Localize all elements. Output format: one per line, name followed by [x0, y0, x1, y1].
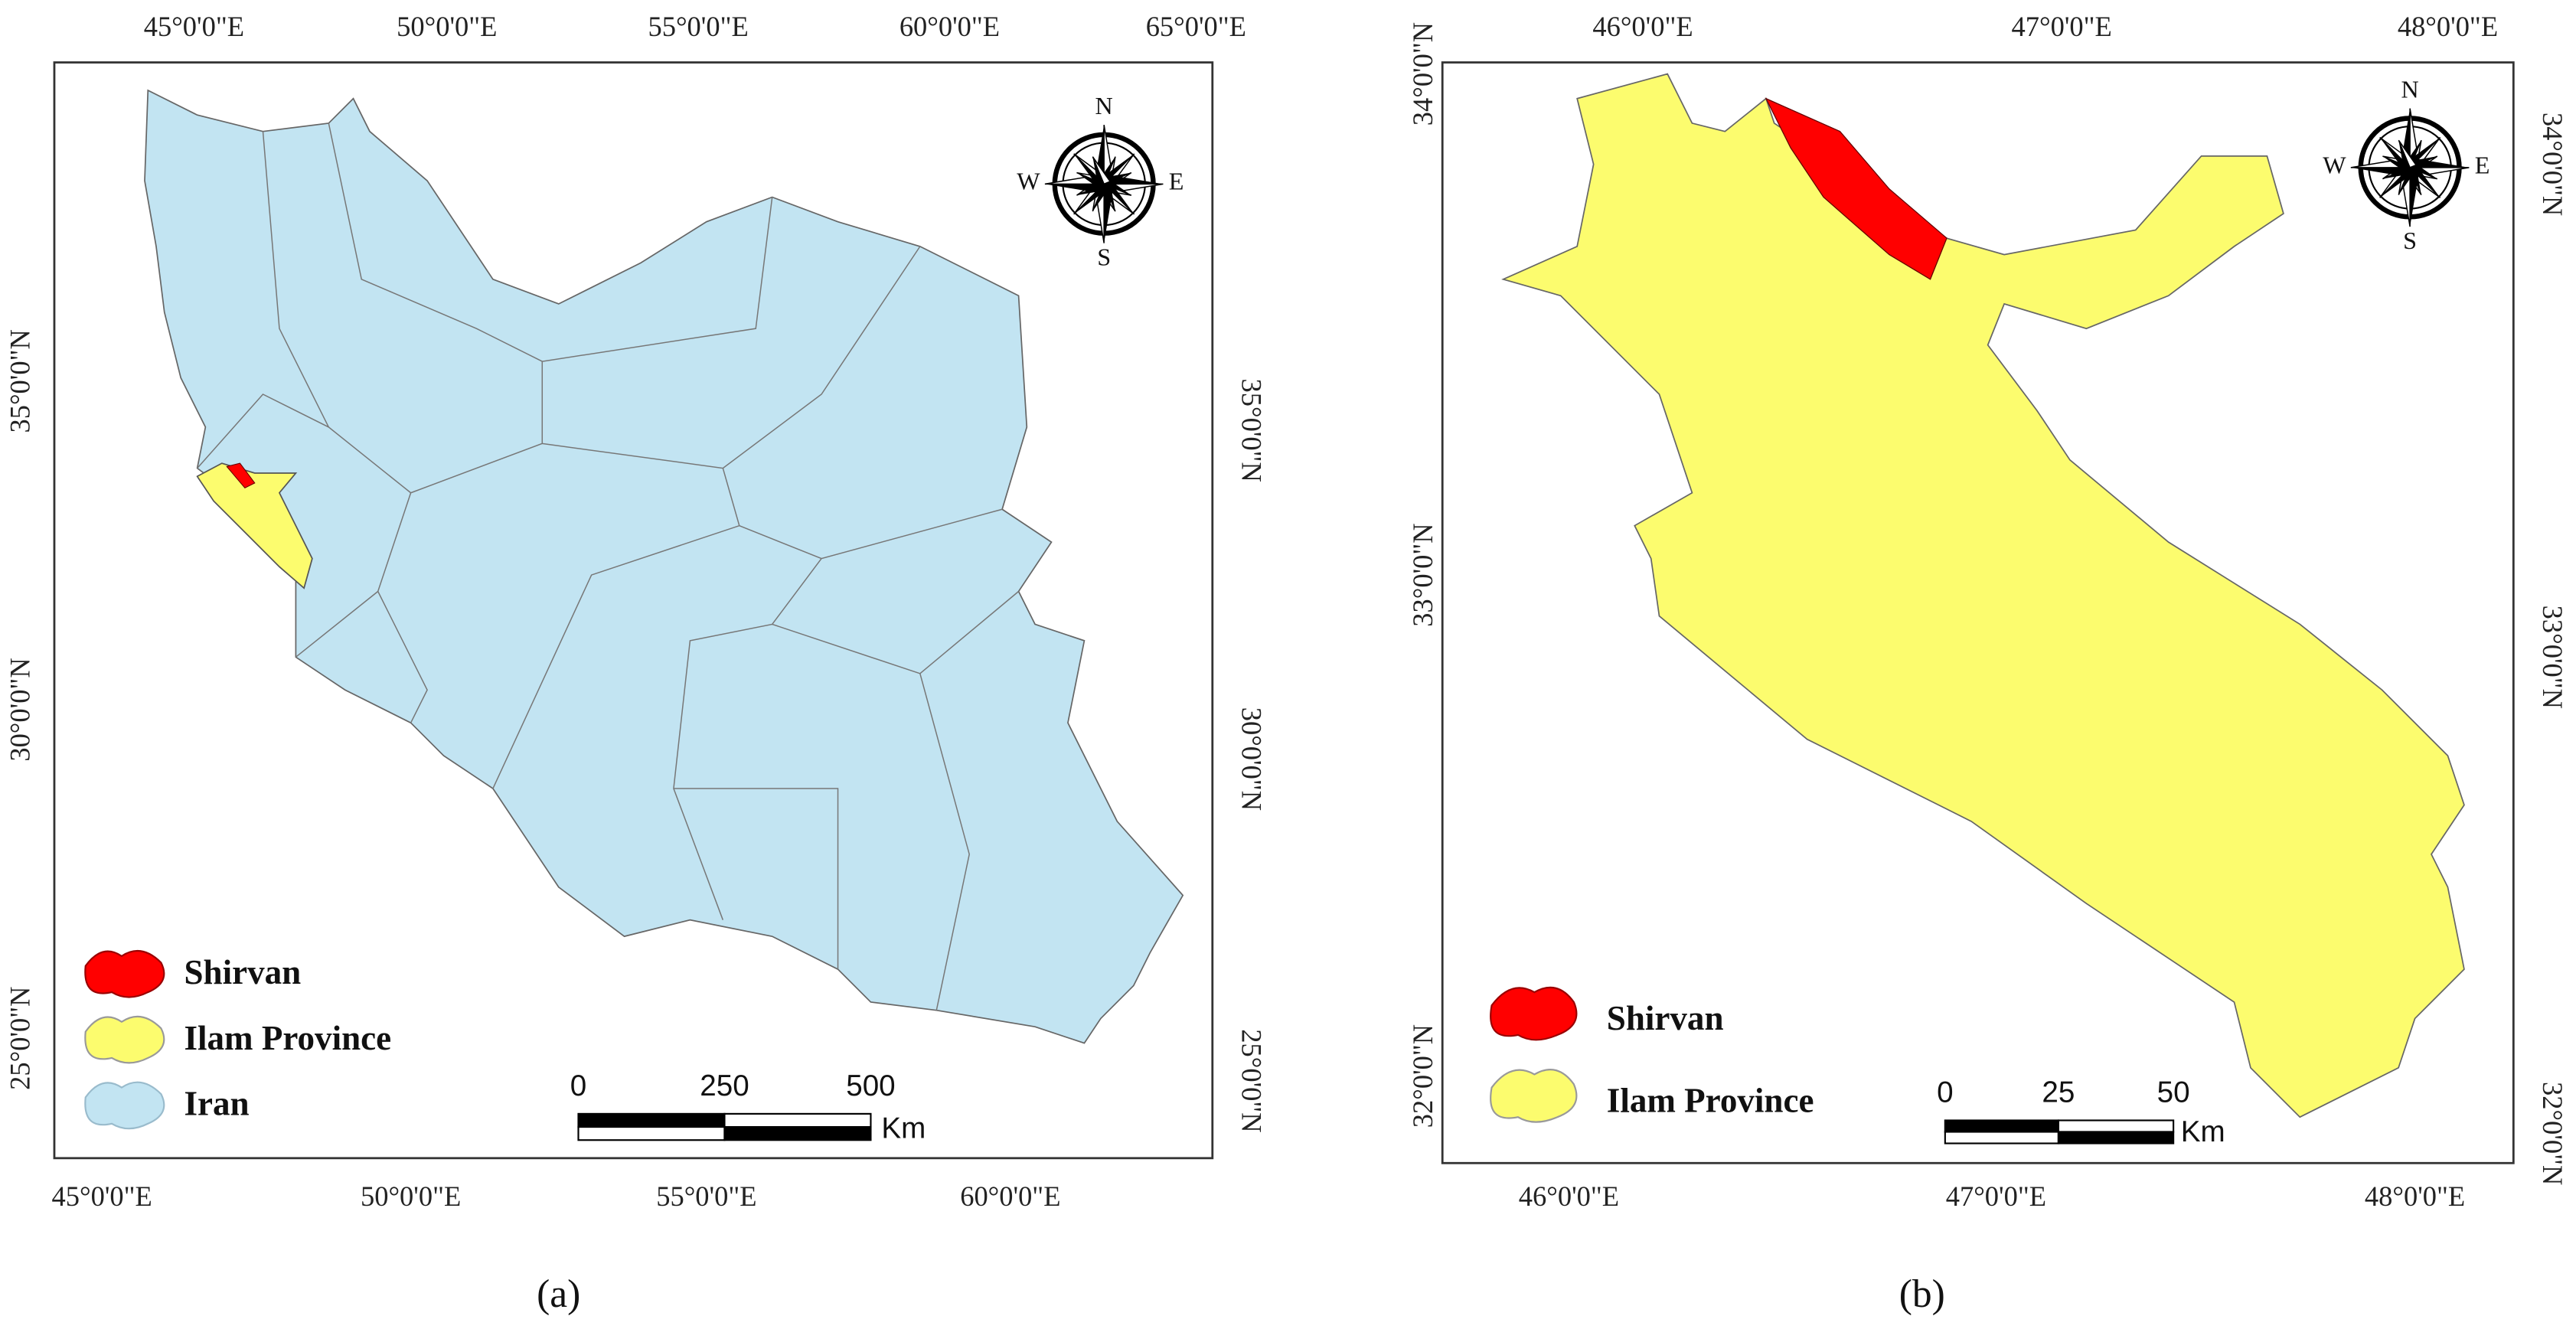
compass-point — [2379, 137, 2411, 172]
top-coord-label: 47°0'0"E — [2012, 11, 2112, 42]
compass-point — [2382, 156, 2411, 174]
compass-w: W — [2323, 151, 2346, 178]
scale-label: 50 — [2157, 1076, 2190, 1109]
compass — [2350, 108, 2470, 227]
top-coord-label: 50°0'0"E — [397, 11, 497, 42]
shirvan-shape — [1765, 97, 1948, 280]
bottom-coord-label: 60°0'0"E — [960, 1181, 1060, 1212]
shirvan-shape — [226, 462, 256, 488]
bottom-coord-label: 48°0'0"E — [2365, 1181, 2465, 1212]
left-coord-label: 32°0'0"N — [1408, 1024, 1438, 1128]
compass-e: E — [1169, 168, 1184, 195]
panel-caption: (b) — [1899, 1272, 1945, 1316]
left-coord-label: 33°0'0"N — [1408, 523, 1438, 626]
scale-label: 0 — [570, 1069, 586, 1102]
legend-swatch — [84, 1015, 165, 1064]
compass — [1044, 124, 1164, 243]
top-coord-label: 60°0'0"E — [899, 11, 1000, 42]
scale-unit: Km — [2181, 1115, 2225, 1148]
right-coord-label: 32°0'0"N — [2537, 1082, 2568, 1185]
scale-label: 250 — [700, 1069, 749, 1102]
compass-point — [2410, 161, 2437, 179]
right-coord-label: 25°0'0"N — [1236, 1029, 1267, 1132]
right-coord-label: 30°0'0"N — [1236, 707, 1267, 811]
bottom-coord-label: 55°0'0"E — [656, 1181, 756, 1212]
province-borders — [197, 122, 1020, 1011]
compass-point — [2398, 139, 2418, 168]
legend-swatch — [84, 1081, 165, 1130]
legend-label: Iran — [184, 1085, 249, 1123]
top-coord-label: 55°0'0"E — [648, 11, 749, 42]
top-coord-label: 65°0'0"E — [1146, 11, 1246, 42]
compass-point — [1073, 153, 1105, 189]
compass-point — [1104, 178, 1131, 196]
compass-point — [1044, 184, 1105, 194]
left-coord-label: 35°0'0"N — [5, 329, 36, 433]
legend-swatch — [1490, 986, 1578, 1041]
scale-label: 0 — [1937, 1076, 1953, 1109]
legend-swatch — [84, 949, 165, 998]
bottom-coord-label: 45°0'0"E — [52, 1181, 152, 1212]
compass-point — [1092, 184, 1111, 212]
compass-point — [2350, 167, 2411, 178]
scale-label: 25 — [2042, 1076, 2075, 1109]
legend-swatch — [1490, 1069, 1578, 1123]
right-coord-label: 35°0'0"N — [1236, 379, 1267, 482]
bottom-coord-label: 46°0'0"E — [1519, 1181, 1619, 1212]
compass-point — [2410, 167, 2420, 227]
right-coord-label: 33°0'0"N — [2537, 606, 2568, 709]
compass-point — [1076, 172, 1105, 191]
compass-point — [1092, 156, 1112, 185]
left-coord-label: 30°0'0"N — [5, 658, 36, 761]
legend-label: Ilam Province — [1607, 1081, 1814, 1119]
legend-label: Ilam Province — [184, 1019, 391, 1057]
scale-bar — [577, 1112, 2175, 1145]
scale-unit: Km — [881, 1112, 926, 1145]
bottom-coord-label: 50°0'0"E — [361, 1181, 461, 1212]
top-coord-label: 48°0'0"E — [2398, 11, 2498, 42]
compass-w: W — [1017, 168, 1040, 195]
compass-s: S — [1097, 243, 1111, 270]
bottom-coord-label: 47°0'0"E — [1946, 1181, 2046, 1212]
compass-n: N — [2401, 76, 2419, 103]
compass-point — [2398, 167, 2417, 195]
legend-label: Shirvan — [1607, 999, 1724, 1037]
right-coord-label: 34°0'0"N — [2537, 113, 2568, 216]
left-coord-label: 25°0'0"N — [5, 987, 36, 1090]
top-coord-label: 46°0'0"E — [1592, 11, 1693, 42]
ilam-shape — [1501, 73, 2465, 1118]
compass-e: E — [2475, 151, 2490, 178]
compass-point — [1104, 184, 1115, 243]
top-coord-label: 45°0'0"E — [144, 11, 244, 42]
scale-label: 500 — [846, 1069, 895, 1102]
panel-caption: (a) — [537, 1272, 580, 1316]
compass-s: S — [2403, 227, 2417, 254]
compass-n: N — [1095, 92, 1113, 119]
left-coord-label: 34°0'0"N — [1408, 22, 1438, 126]
legend-label: Shirvan — [184, 953, 301, 991]
